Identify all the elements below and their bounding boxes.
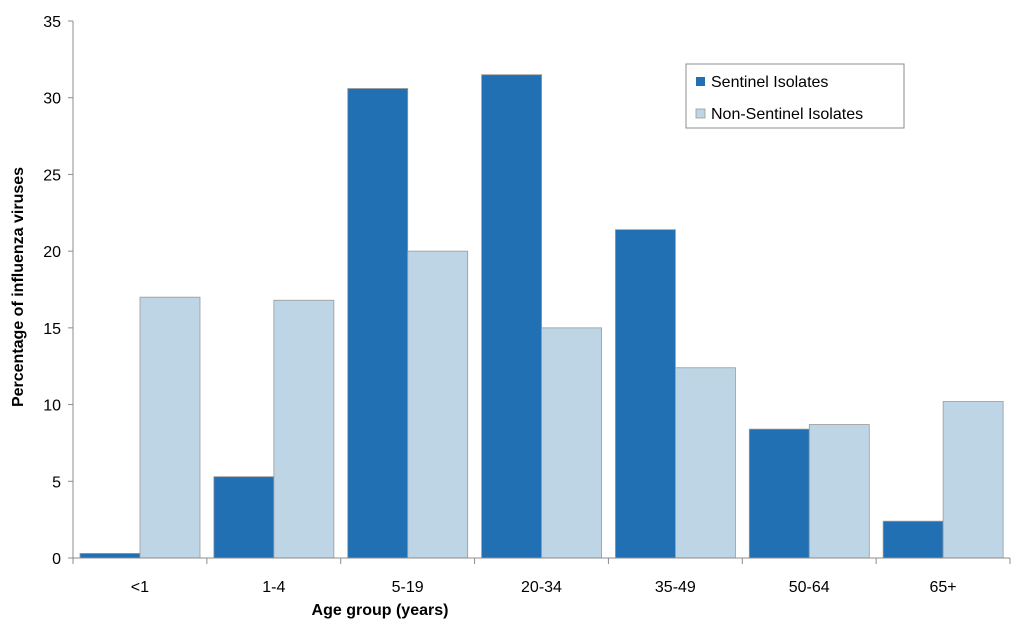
- bar-sentinel: [748, 428, 810, 559]
- bar-non-sentinel: [808, 424, 870, 559]
- x-axis: <1 1-4 5-19 20-34 35-49 50-64 65+: [72, 558, 1011, 596]
- bars-group: [79, 74, 1004, 559]
- y-tick-label: 30: [43, 91, 61, 108]
- bar-sentinel: [615, 229, 676, 559]
- bar-sentinel: [347, 88, 409, 559]
- y-tick-label: 0: [52, 551, 61, 568]
- bar-sentinel: [213, 476, 275, 559]
- y-tick-label: 35: [43, 14, 61, 31]
- legend-label-sentinel: Sentinel Isolates: [711, 74, 828, 91]
- x-tick-label: <1: [131, 579, 149, 596]
- bar-non-sentinel: [273, 299, 335, 559]
- x-tick-label: 1-4: [262, 579, 285, 596]
- legend: Sentinel Isolates Non-Sentinel Isolates: [685, 63, 905, 129]
- bar-non-sentinel: [139, 296, 201, 559]
- bar-sentinel: [481, 74, 542, 559]
- x-tick-label: 35-49: [655, 579, 696, 596]
- x-tick-label: 5-19: [392, 579, 424, 596]
- legend-label-non-sentinel: Non-Sentinel Isolates: [711, 106, 863, 123]
- y-tick-label: 15: [43, 321, 61, 338]
- bar-sentinel: [79, 552, 141, 559]
- x-axis-title: Age group (years): [312, 602, 449, 619]
- bar-non-sentinel: [942, 401, 1004, 559]
- x-tick-label: 65+: [930, 579, 957, 596]
- y-axis-title: Percentage of influenza viruses: [10, 167, 27, 407]
- x-tick-label: 20-34: [521, 579, 562, 596]
- y-tick-label: 10: [43, 398, 61, 415]
- legend-box: [685, 63, 905, 129]
- legend-swatch-sentinel: [696, 77, 705, 86]
- bar-non-sentinel: [407, 250, 469, 559]
- bar-non-sentinel: [675, 367, 736, 559]
- y-tick-label: 5: [52, 474, 61, 491]
- legend-swatch-non-sentinel: [695, 108, 706, 119]
- y-tick-label: 25: [43, 167, 61, 184]
- bar-sentinel: [882, 520, 944, 559]
- y-tick-label: 20: [43, 244, 61, 261]
- y-axis: 0 5 10 15 20 25 30 35: [43, 14, 73, 568]
- x-tick-label: 50-64: [789, 579, 830, 596]
- bar-non-sentinel: [541, 327, 602, 559]
- axis-lines: [72, 21, 1010, 559]
